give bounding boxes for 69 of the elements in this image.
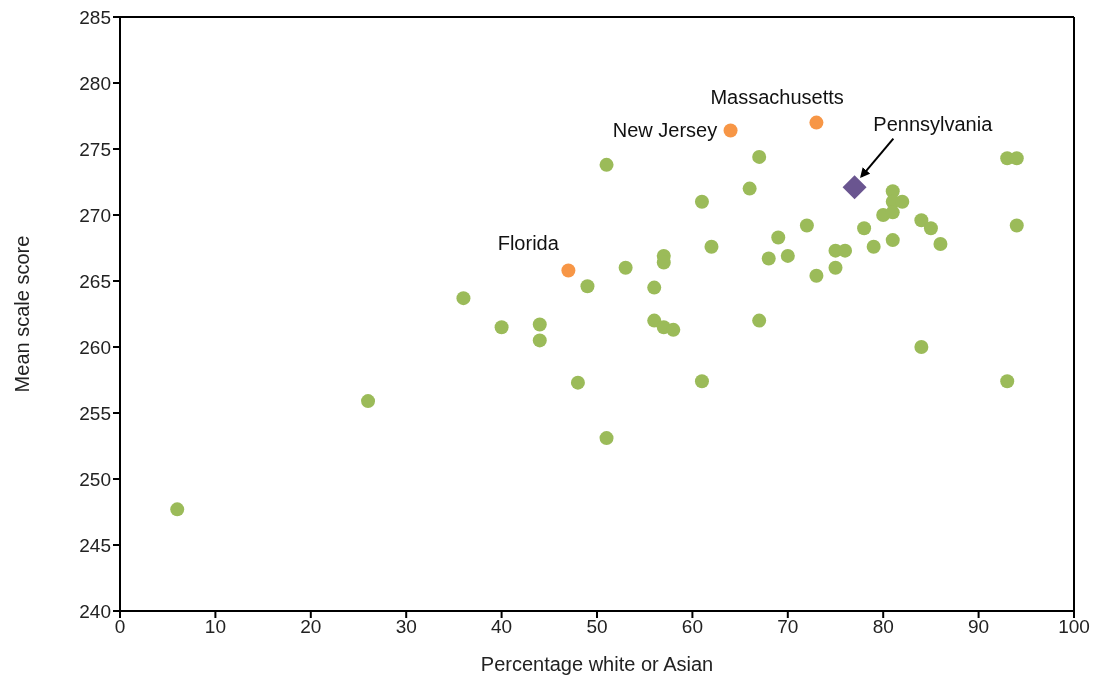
point — [933, 237, 948, 252]
point — [666, 322, 681, 337]
point — [923, 221, 938, 236]
point — [694, 374, 709, 389]
y-tick-label: 240 — [79, 600, 111, 622]
point — [809, 268, 824, 283]
point — [828, 260, 843, 275]
point — [895, 194, 910, 209]
point — [1000, 374, 1015, 389]
point — [914, 213, 929, 228]
x-tick-label: 70 — [777, 616, 799, 638]
x-tick-label: 10 — [204, 616, 226, 638]
x-axis-title: Percentage white or Asian — [480, 653, 714, 675]
annotation: Pennsylvania — [873, 112, 994, 135]
y-tick-label: 245 — [79, 534, 111, 556]
point — [694, 194, 709, 209]
point — [704, 239, 719, 254]
point — [885, 205, 900, 220]
point — [618, 260, 633, 275]
point — [361, 394, 376, 409]
y-tick-label: 265 — [79, 270, 111, 292]
x-tick-label: 40 — [491, 616, 513, 638]
y-tick-label: 285 — [79, 6, 111, 28]
point — [170, 502, 185, 517]
point — [914, 340, 929, 354]
point — [761, 251, 776, 266]
point — [838, 243, 853, 258]
point — [599, 431, 614, 446]
point — [532, 333, 547, 348]
x-tick-label: 90 — [968, 616, 990, 638]
point — [866, 239, 881, 254]
x-tick-label: 30 — [395, 616, 417, 638]
point — [561, 263, 576, 278]
point — [857, 221, 872, 236]
point — [809, 115, 824, 130]
y-tick-label: 260 — [79, 336, 111, 358]
y-tick-label: 275 — [79, 138, 111, 160]
point — [494, 320, 509, 335]
x-tick-label: 100 — [1058, 616, 1090, 638]
point — [532, 317, 547, 332]
y-axis-title: Mean scale score — [11, 235, 34, 393]
point — [723, 123, 738, 138]
y-tick-label: 250 — [79, 468, 111, 490]
y-tick-label: 255 — [79, 402, 111, 424]
point — [842, 175, 867, 200]
y-tick-label: 270 — [79, 204, 111, 226]
point — [885, 233, 900, 248]
point — [752, 149, 767, 164]
x-tick-label: 60 — [681, 616, 703, 638]
annotation: New Jersey — [612, 118, 718, 141]
point — [771, 230, 786, 245]
point — [456, 291, 471, 306]
point — [742, 181, 757, 196]
x-tick-label: 50 — [586, 616, 608, 638]
point — [780, 248, 795, 263]
x-tick-label: 80 — [872, 616, 894, 638]
point — [799, 218, 814, 233]
y-tick-label: 280 — [79, 72, 111, 94]
point — [570, 375, 585, 390]
point — [1009, 218, 1024, 233]
point — [599, 157, 614, 172]
point — [580, 279, 595, 294]
point — [647, 280, 662, 295]
point — [752, 313, 767, 328]
x-tick-label: 20 — [300, 616, 322, 638]
point — [647, 313, 662, 328]
annotation: Florida — [497, 231, 560, 254]
x-tick-label: 0 — [114, 616, 126, 638]
annotation: Massachusetts — [710, 85, 844, 108]
